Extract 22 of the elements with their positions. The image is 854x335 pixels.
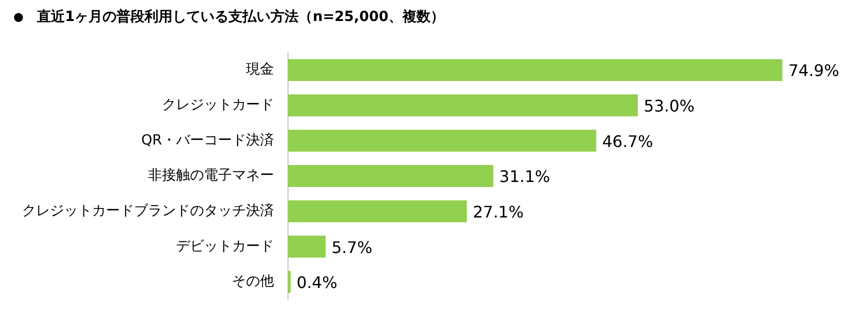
- y-tick-label: 現金: [246, 62, 274, 78]
- bar: [288, 165, 494, 187]
- data-label: 31.1%: [499, 167, 550, 186]
- data-label: 74.9%: [788, 61, 840, 80]
- bar: [288, 236, 326, 258]
- data-label: 27.1%: [472, 202, 524, 222]
- bar: [288, 270, 291, 293]
- data-label: 0.4%: [296, 273, 338, 292]
- y-tick-label: デビットカード: [176, 238, 274, 254]
- y-tick-label: クレジットカードブランドのタッチ決済: [22, 202, 274, 219]
- bar: [288, 130, 596, 152]
- chart-title: 直近1ヶ月の普段利用している支払い方法（n=25,000、複数）: [37, 8, 444, 26]
- y-tick-label: QR・バーコード決済: [141, 132, 274, 148]
- bar: [288, 59, 782, 82]
- y-tick-label: 非接触の電子マネー: [148, 168, 274, 184]
- data-label: 5.7%: [332, 238, 372, 257]
- bar: [288, 200, 467, 222]
- data-label: 46.7%: [602, 132, 654, 151]
- y-tick-label: その他: [232, 274, 274, 290]
- data-label: 53.0%: [644, 96, 695, 116]
- y-tick-label: クレジットカード: [162, 97, 274, 114]
- bar: [288, 94, 638, 116]
